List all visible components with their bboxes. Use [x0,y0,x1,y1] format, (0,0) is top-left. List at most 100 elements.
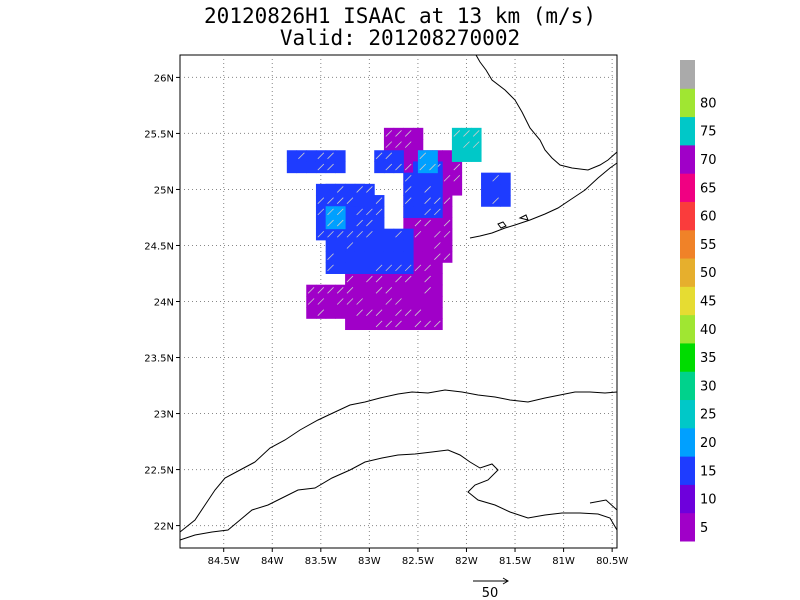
wind-cell [427,150,438,162]
wind-cell [315,183,327,196]
wind-barb [307,298,315,305]
wind-barb [404,186,412,193]
colorbar-swatch [680,201,695,231]
wind-cell [422,295,433,308]
wind-barb [385,264,393,272]
wind-barb [356,230,363,238]
colorbar-label: 20 [700,436,717,451]
wind-barb [443,253,451,260]
wind-cell [335,150,346,162]
wind-barb [419,152,427,160]
wind-barb [327,264,334,272]
wind-cell [335,161,346,174]
wind-barb [336,287,344,294]
wind-barb [463,130,470,137]
wind-cell [422,239,433,252]
reference-arrow-head [502,577,509,585]
wind-cell [471,150,482,162]
wind-barb [375,309,383,316]
wind-cell [374,295,385,308]
wind-cell [354,318,366,331]
x-tick-label: 81W [552,556,575,567]
wind-barb [336,208,344,216]
wind-cell [403,284,414,297]
wind-barb [327,253,334,260]
wind-barb [317,197,325,204]
colorbar-label: 5 [700,521,708,536]
wind-cell [413,295,424,308]
wind-cell [354,262,366,274]
wind-cell [451,139,463,151]
colorbar-label: 70 [700,153,717,168]
x-tick-label: 83.5W [305,556,337,567]
wind-cell [432,273,443,286]
wind-barb [336,230,344,238]
wind-barb [395,320,402,328]
wind-cell [306,307,317,319]
wind-barb [336,197,344,204]
wind-cell [442,239,453,252]
wind-barb [404,163,412,171]
wind-barb [424,275,431,283]
wind-cell [451,150,463,162]
colorbar-swatch [680,371,695,401]
x-tick-label: 82.5W [402,556,434,567]
wind-barb [366,186,373,193]
x-tick-label: 84W [261,556,284,567]
wind-cell [364,195,375,207]
coastline-segment [179,449,618,541]
wind-cell [345,183,356,196]
wind-cell [364,262,375,274]
wind-cell [393,284,404,297]
wind-barb [395,141,402,148]
wind-cell [374,161,385,174]
wind-cell [403,251,414,263]
wind-cell [286,161,298,174]
colorbar-swatch [680,173,695,202]
wind-barb [434,197,441,204]
wind-barb [317,309,325,316]
colorbar-swatch [680,116,695,146]
wind-cell [374,251,385,263]
wind-barb [395,130,402,137]
wind-barb [395,264,402,272]
wind-cell [335,307,346,319]
wind-cell [306,150,317,162]
wind-cell [442,206,453,218]
coastline-segment [469,162,618,239]
wind-barb [395,230,402,238]
wind-barb [346,287,354,294]
wind-barb [317,152,325,160]
wind-barb [346,242,354,249]
wind-barb [385,320,393,328]
wind-cell [364,284,375,297]
wind-barb [356,186,363,193]
wind-barb [366,208,373,216]
y-tick-label: 25.5N [144,129,174,140]
wind-cell [442,150,453,162]
coastline-segment [518,214,529,221]
wind-cell [403,318,414,331]
wind-barb [317,287,325,294]
wind-barb [356,309,363,316]
reference-vector-label: 50 [482,586,499,600]
wind-barb [395,275,402,283]
wind-barb [317,163,325,171]
wind-cell [383,251,395,263]
wind-cell [354,239,366,252]
wind-barb [434,253,441,260]
wind-barb [404,275,412,283]
wind-cell [403,217,414,230]
wind-barb [424,320,431,328]
wind-barb [346,197,354,204]
wind-cell [403,206,414,218]
wind-cell [403,228,414,241]
wind-barb [366,309,373,316]
wind-cell [413,195,424,207]
wind-barb [414,264,422,272]
wind-cell [422,228,433,241]
wind-barb [434,230,441,238]
colorbar-label: 65 [700,181,717,196]
wind-barb [327,230,334,238]
